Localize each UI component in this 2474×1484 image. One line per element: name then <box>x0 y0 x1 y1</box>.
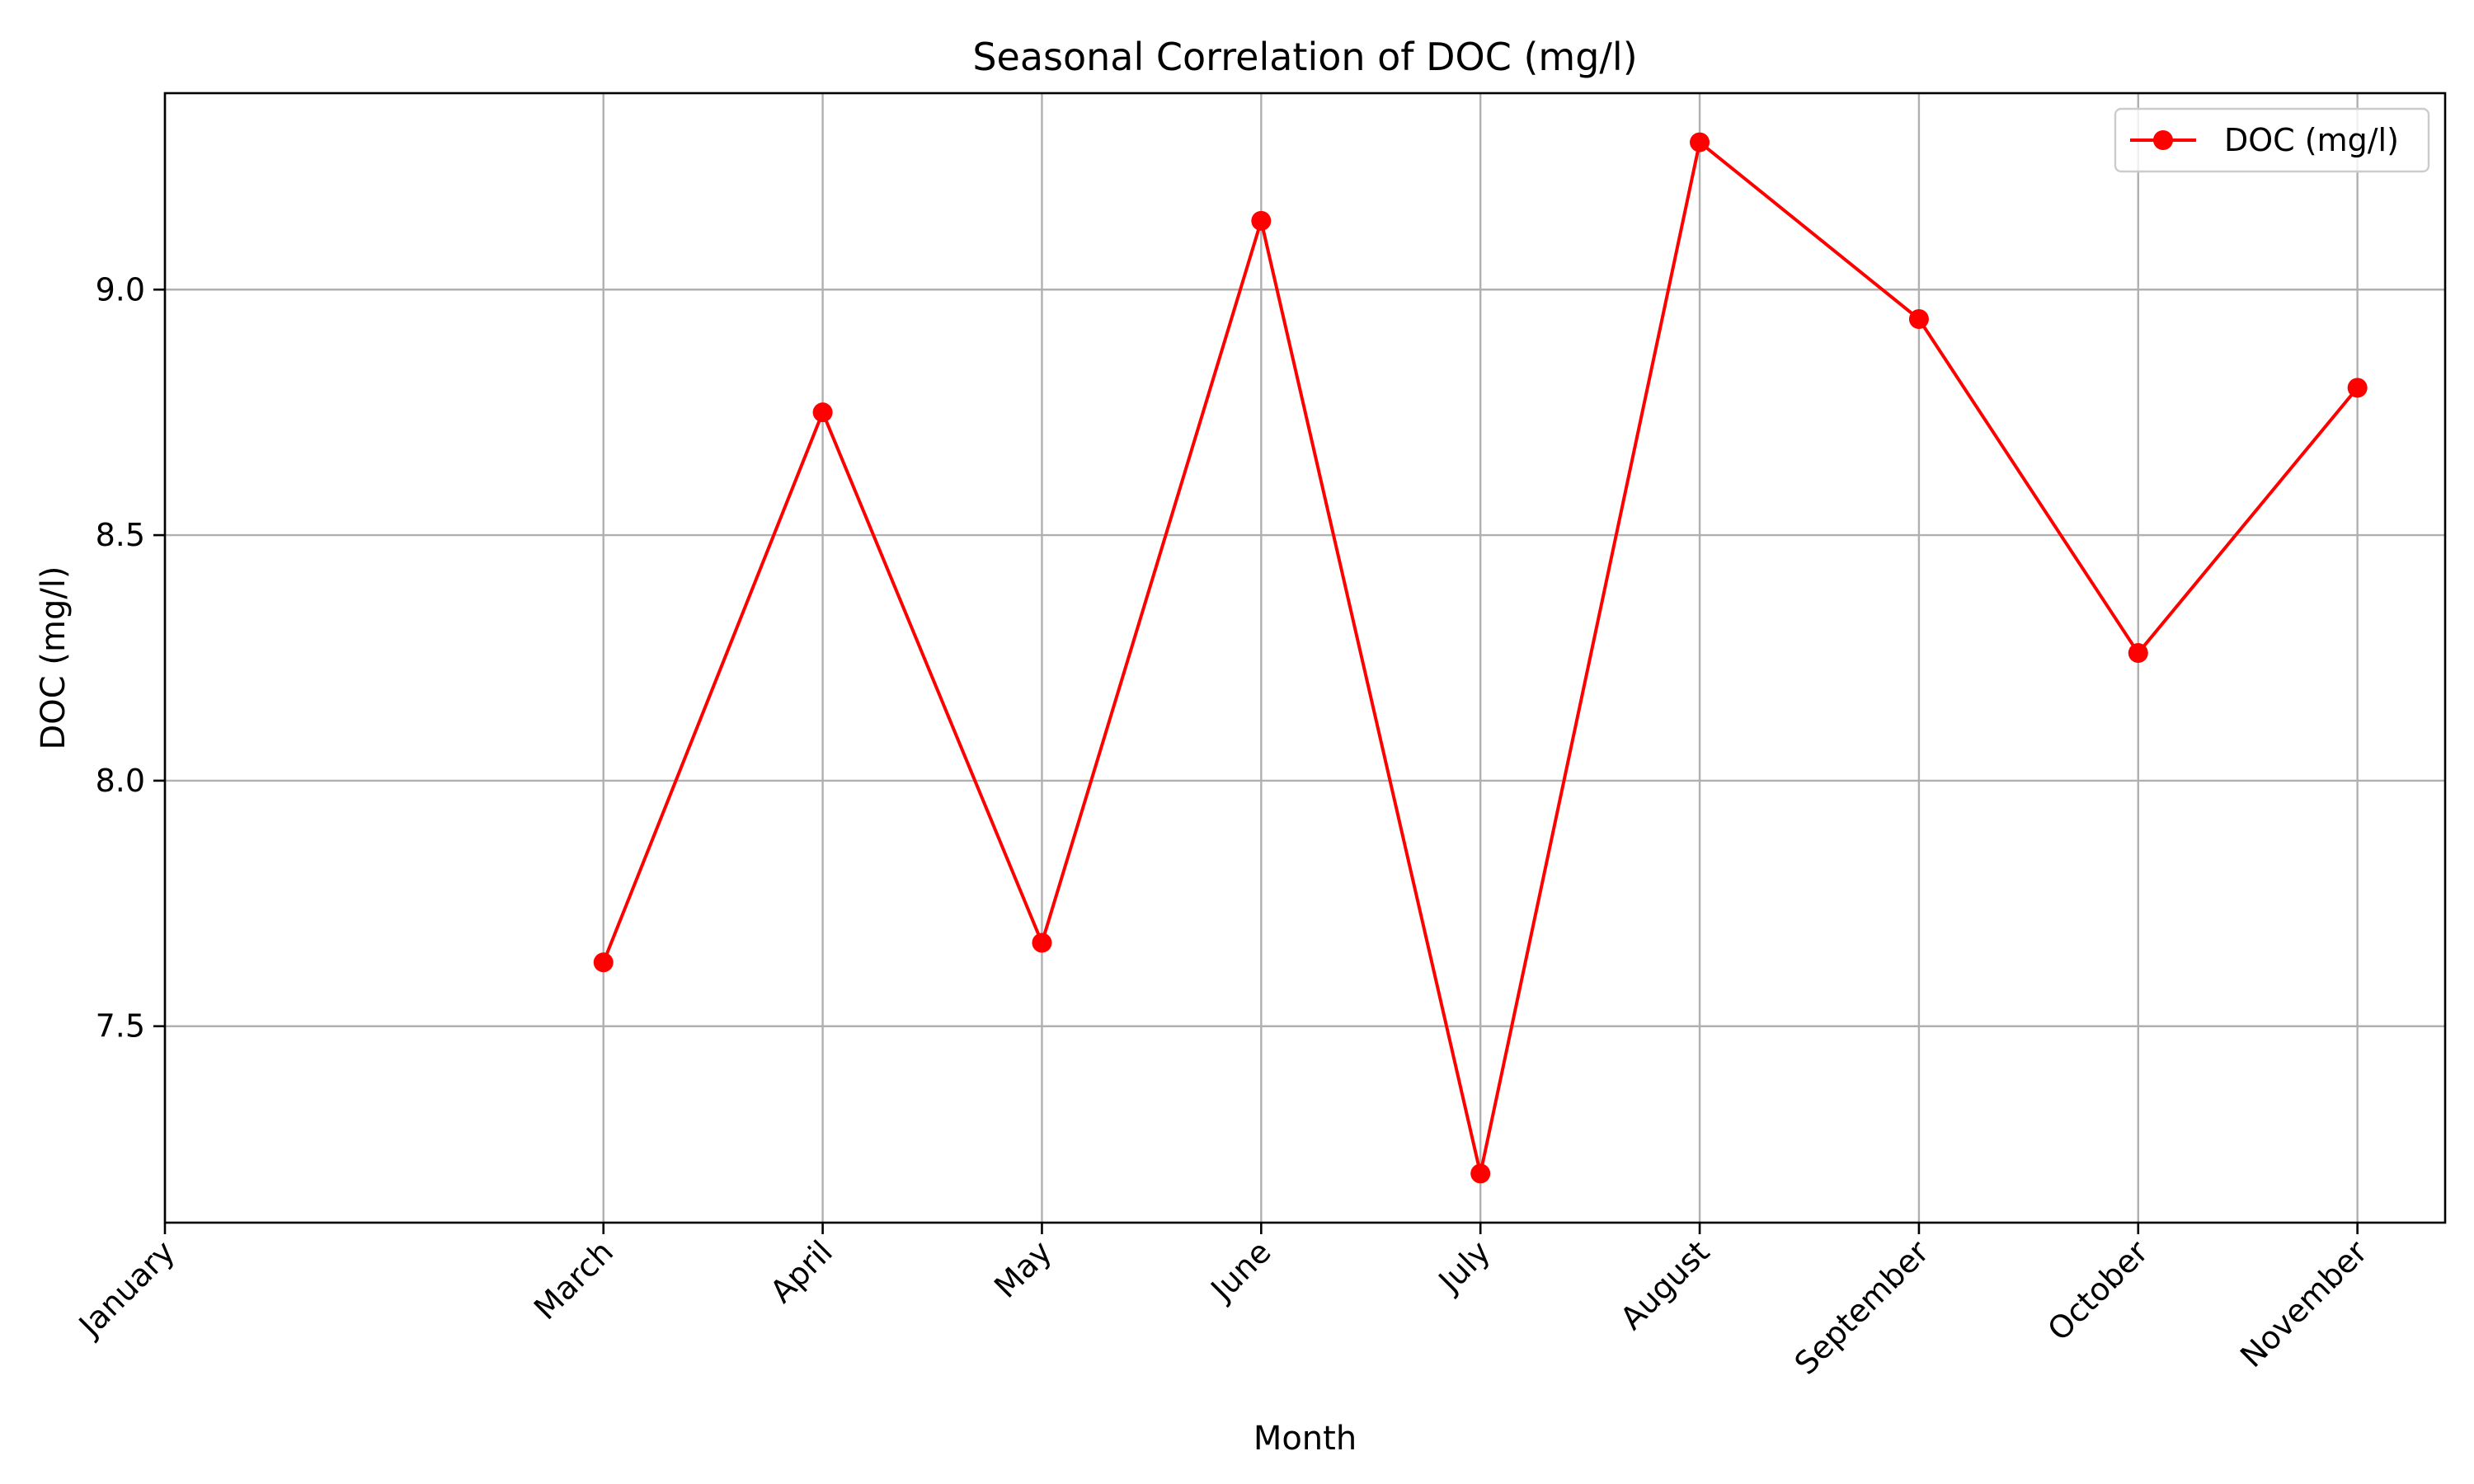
data-point <box>1690 132 1710 153</box>
y-axis-title: DOC (mg/l) <box>35 566 73 749</box>
y-tick-label: 7.5 <box>96 1008 145 1045</box>
data-point <box>1908 309 1929 329</box>
series-layer <box>593 132 2368 1184</box>
y-tick-label: 8.5 <box>96 517 145 553</box>
y-tick-label: 9.0 <box>96 271 145 308</box>
data-point <box>812 402 833 423</box>
data-point <box>1470 1163 1491 1184</box>
chart-title: Seasonal Correlation of DOC (mg/l) <box>972 35 1637 79</box>
legend-marker-swatch <box>2153 130 2173 150</box>
legend: DOC (mg/l) <box>2114 107 2430 173</box>
axes-frame <box>163 92 2447 1224</box>
legend-label: DOC (mg/l) <box>2224 122 2399 158</box>
data-point <box>2128 643 2148 664</box>
data-point <box>1032 932 1052 953</box>
y-tick-label: 8.0 <box>96 763 145 799</box>
legend-box <box>2114 107 2430 173</box>
data-point <box>2347 378 2368 398</box>
x-axis-title: Month <box>1253 1420 1357 1458</box>
grid-lines <box>163 93 2445 1223</box>
data-point <box>1251 210 1272 231</box>
data-point <box>593 952 614 973</box>
